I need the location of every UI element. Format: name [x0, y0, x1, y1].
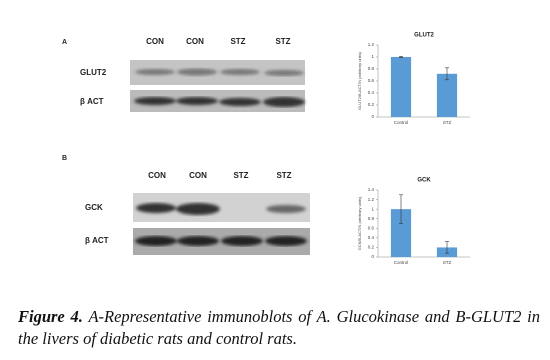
x-tick-label: Control	[394, 120, 409, 125]
lane-label: STZ	[230, 37, 245, 46]
bar	[390, 209, 412, 257]
caption-text: A-Representative immunoblots of A. Gluco…	[18, 307, 541, 348]
y-tick-label: 0.8	[368, 216, 375, 221]
y-tick-label: 0.6	[368, 225, 375, 230]
x-tick-label: STZ	[443, 260, 452, 265]
panel-label: A	[62, 39, 67, 46]
blot-label: GCK	[85, 203, 103, 212]
blot-label: GLUT2	[80, 68, 107, 77]
lane-label: STZ	[276, 171, 291, 180]
bar	[390, 57, 412, 117]
chart-title: GLUT2	[414, 33, 434, 39]
y-tick-label: 0.8	[368, 66, 375, 71]
y-tick-label: 0.6	[368, 78, 375, 83]
x-tick-label: Control	[394, 260, 409, 265]
blot	[133, 228, 310, 255]
blot-label: β ACT	[80, 97, 104, 106]
lane-label: CON	[189, 171, 207, 180]
y-tick-label: 0.2	[368, 102, 375, 107]
y-tick-label: 1.2	[368, 197, 375, 202]
x-tick-label: STZ	[443, 120, 452, 125]
y-axis-label: GLUT2/B-ACTIN (arbitrary units)	[357, 51, 362, 110]
figure: A CON CON STZ STZ GLUT2 β ACT B CON CON …	[62, 33, 470, 265]
y-tick-label: 0.4	[368, 90, 375, 95]
blot	[130, 60, 305, 85]
y-tick-label: 0	[371, 254, 374, 259]
y-tick-label: 0	[371, 114, 374, 119]
bar	[436, 73, 458, 117]
caption-label: Figure 4.	[18, 307, 83, 326]
lane-label: STZ	[233, 171, 248, 180]
blot-label: β ACT	[85, 236, 109, 245]
panel-label: B	[62, 155, 67, 162]
y-tick-label: 0.2	[368, 245, 375, 250]
caption: Figure 4. A-Representative immunoblots o…	[18, 306, 540, 350]
y-tick-label: 1.4	[368, 187, 375, 192]
lane-label: CON	[186, 37, 204, 46]
y-tick-label: 1.2	[368, 42, 375, 47]
lane-label: CON	[146, 37, 164, 46]
lane-label: CON	[148, 171, 166, 180]
y-tick-label: 1	[371, 206, 374, 211]
lane-label: STZ	[275, 37, 290, 46]
blot	[130, 90, 305, 112]
blot	[133, 193, 310, 222]
y-tick-label: 1	[371, 54, 374, 59]
y-tick-label: 0.4	[368, 235, 375, 240]
chart-title: GCK	[417, 178, 431, 184]
y-axis-label: GCK/B-ACTIN (arbitrary units)	[357, 196, 362, 250]
